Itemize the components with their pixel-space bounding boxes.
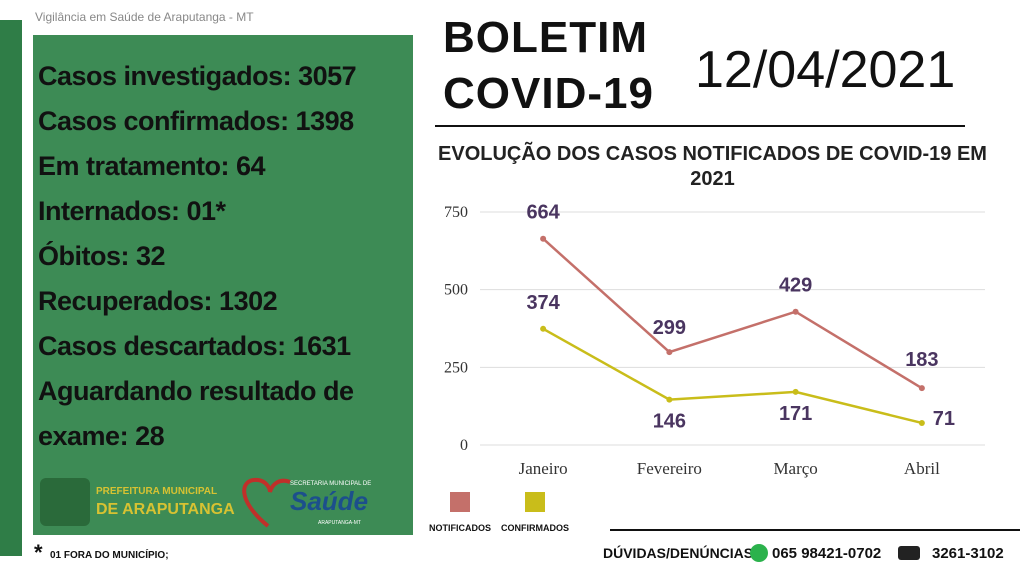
contact-phone: 3261-3102 (932, 545, 1004, 562)
data-label: 183 (905, 349, 938, 371)
y-tick-label: 0 (460, 437, 468, 454)
side-stripe (0, 20, 22, 556)
whatsapp-icon (750, 544, 768, 562)
logo-text: PREFEITURA MUNICIPAL (96, 486, 217, 497)
legend-swatch (525, 492, 545, 512)
logo-text: ARAPUTANGA-MT (318, 520, 361, 526)
phone-icon (898, 546, 920, 560)
stat: Recuperados: 1302 (38, 286, 278, 316)
x-tick-label: Fevereiro (637, 459, 702, 478)
point (540, 325, 547, 332)
chart-title: EVOLUÇÃO DOS CASOS NOTIFICADOS DE COVID-… (438, 143, 987, 190)
date: 12/04/2021 (695, 41, 956, 99)
stat: Aguardando resultado de exame: 28 (38, 376, 354, 451)
stat: Casos descartados: 1631 (38, 331, 351, 361)
logo-text: DE ARAPUTANGA (96, 501, 235, 518)
x-tick-label: Março (773, 459, 817, 478)
source: Vigilância em Saúde de Araputanga - MT (35, 10, 254, 24)
logo-text: Saúde (290, 486, 368, 516)
data-label: 146 (653, 411, 686, 433)
stats-panel (33, 35, 413, 535)
stat: Em tratamento: 64 (38, 151, 266, 181)
bulletin-title: BOLETIM COVID-19 (443, 13, 654, 118)
legend-swatch (450, 492, 470, 512)
x-tick-label: Abril (904, 459, 940, 478)
y-tick-label: 250 (444, 359, 468, 376)
stat: Casos confirmados: 1398 (38, 106, 354, 136)
y-tick-label: 500 (444, 282, 468, 299)
data-label: 664 (526, 202, 560, 224)
point (792, 308, 799, 315)
series-line (542, 327, 923, 425)
series-line (542, 237, 923, 390)
y-tick-label: 750 (444, 204, 468, 221)
logo-text: SECRETARIA MUNICIPAL DE (290, 481, 371, 487)
stat: Internados: 01* (38, 196, 226, 226)
point (666, 396, 673, 403)
data-label: 71 (933, 408, 955, 430)
logo-shield (40, 478, 90, 526)
data-label: 171 (779, 403, 812, 425)
logo-heart (242, 477, 291, 528)
contact-whatsapp: 065 98421-0702 (772, 545, 881, 562)
point (792, 388, 799, 395)
point (666, 349, 673, 356)
legend-label: CONFIRMADOS (501, 523, 569, 533)
legend-label: NOTIFICADOS (429, 523, 491, 533)
point (540, 235, 547, 242)
stat: Óbitos: 32 (38, 241, 166, 271)
point (918, 419, 925, 426)
stat: Casos investigados: 3057 (38, 61, 357, 91)
data-label: 429 (779, 275, 812, 297)
point (918, 385, 925, 392)
x-tick-label: Janeiro (519, 459, 568, 478)
divider (435, 125, 965, 127)
footnote-mark: * (34, 540, 43, 565)
stats-list: Casos investigados: 3057 Casos confirmado… (38, 54, 408, 459)
footnote: 01 FORA DO MUNICÍPIO; (50, 548, 169, 561)
contact-label: DÚVIDAS/DENÚNCIAS: (603, 544, 758, 561)
data-label: 374 (526, 292, 560, 314)
data-label: 299 (653, 317, 686, 339)
